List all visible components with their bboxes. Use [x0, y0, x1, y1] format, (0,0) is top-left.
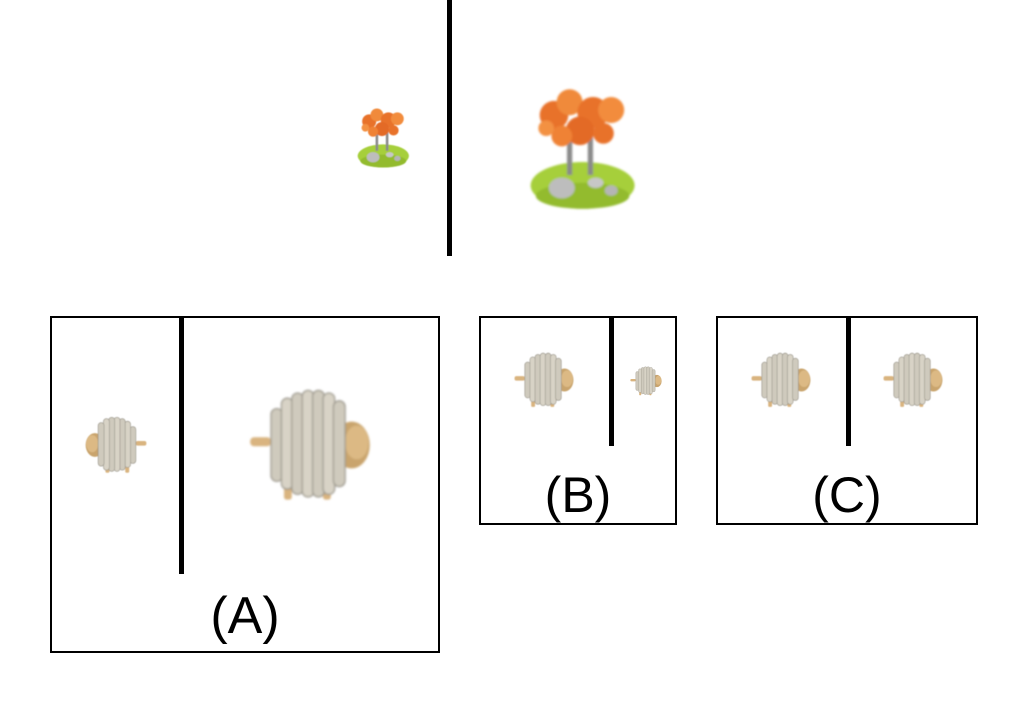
tree-small-icon	[350, 104, 414, 172]
reference-divider	[447, 0, 452, 256]
option-c-divider	[846, 318, 851, 446]
option-b-panel[interactable]: (B)	[479, 316, 677, 525]
option-c-panel[interactable]: (C)	[716, 316, 978, 525]
option-c-label: (C)	[812, 467, 882, 523]
option-a-divider	[179, 318, 184, 574]
option-b-divider	[609, 318, 614, 446]
option-a-label: (A)	[210, 587, 280, 645]
sheep-right-icon	[878, 348, 948, 412]
option-a-panel[interactable]: (A)	[50, 316, 440, 653]
sheep-medium-icon	[509, 348, 579, 412]
sheep-large-icon	[238, 380, 382, 510]
tree-large-icon	[512, 84, 648, 214]
option-b-label: (B)	[544, 467, 612, 523]
sheep-small-icon	[80, 412, 152, 478]
sheep-tiny-icon	[627, 364, 665, 398]
reference-pair	[0, 0, 1027, 260]
sheep-left-icon	[746, 348, 816, 412]
